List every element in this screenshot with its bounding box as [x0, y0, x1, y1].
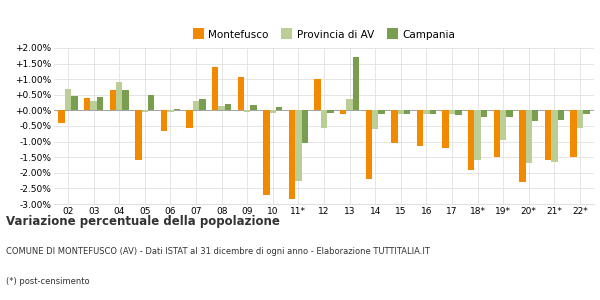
Legend: Montefusco, Provincia di AV, Campania: Montefusco, Provincia di AV, Campania — [193, 29, 455, 40]
Bar — [167, 110, 173, 112]
Text: (*) post-censimento: (*) post-censimento — [6, 278, 89, 286]
Bar — [302, 110, 308, 143]
Bar — [148, 95, 154, 110]
Bar — [212, 67, 218, 110]
Bar — [91, 101, 97, 110]
Bar — [187, 110, 193, 127]
Bar — [225, 104, 231, 110]
Bar — [430, 110, 436, 114]
Bar — [353, 57, 359, 110]
Bar — [545, 110, 551, 160]
Bar — [71, 96, 77, 110]
Bar — [289, 110, 295, 199]
Bar — [494, 110, 500, 157]
Bar — [346, 100, 353, 110]
Bar — [321, 110, 327, 127]
Bar — [295, 110, 302, 181]
Bar — [142, 110, 148, 112]
Bar — [372, 110, 379, 129]
Bar — [314, 79, 321, 110]
Bar — [455, 110, 461, 115]
Bar — [122, 90, 129, 110]
Bar — [110, 90, 116, 110]
Bar — [244, 110, 250, 112]
Bar — [449, 110, 455, 114]
Bar — [532, 110, 538, 121]
Bar — [327, 110, 334, 113]
Bar — [500, 110, 506, 140]
Bar — [269, 110, 276, 113]
Bar — [199, 100, 206, 110]
Bar — [404, 110, 410, 113]
Bar — [365, 110, 372, 179]
Bar — [116, 82, 122, 110]
Bar — [250, 105, 257, 110]
Bar — [506, 110, 513, 117]
Bar — [571, 110, 577, 157]
Bar — [65, 88, 71, 110]
Bar — [238, 77, 244, 110]
Bar — [551, 110, 557, 162]
Bar — [391, 110, 398, 143]
Bar — [193, 101, 199, 110]
Bar — [58, 110, 65, 123]
Bar — [519, 110, 526, 182]
Bar — [423, 110, 430, 113]
Bar — [161, 110, 167, 131]
Bar — [97, 97, 103, 110]
Bar — [218, 106, 225, 110]
Bar — [481, 110, 487, 117]
Bar — [526, 110, 532, 164]
Bar — [417, 110, 423, 146]
Bar — [583, 110, 590, 113]
Text: COMUNE DI MONTEFUSCO (AV) - Dati ISTAT al 31 dicembre di ogni anno - Elaborazion: COMUNE DI MONTEFUSCO (AV) - Dati ISTAT a… — [6, 248, 430, 256]
Bar — [468, 110, 475, 170]
Bar — [442, 110, 449, 148]
Bar — [577, 110, 583, 127]
Bar — [475, 110, 481, 160]
Bar — [398, 110, 404, 113]
Bar — [379, 110, 385, 113]
Text: Variazione percentuale della popolazione: Variazione percentuale della popolazione — [6, 214, 280, 227]
Bar — [557, 110, 564, 120]
Bar — [84, 98, 91, 110]
Bar — [340, 110, 346, 113]
Bar — [276, 107, 283, 110]
Bar — [135, 110, 142, 160]
Bar — [263, 110, 269, 195]
